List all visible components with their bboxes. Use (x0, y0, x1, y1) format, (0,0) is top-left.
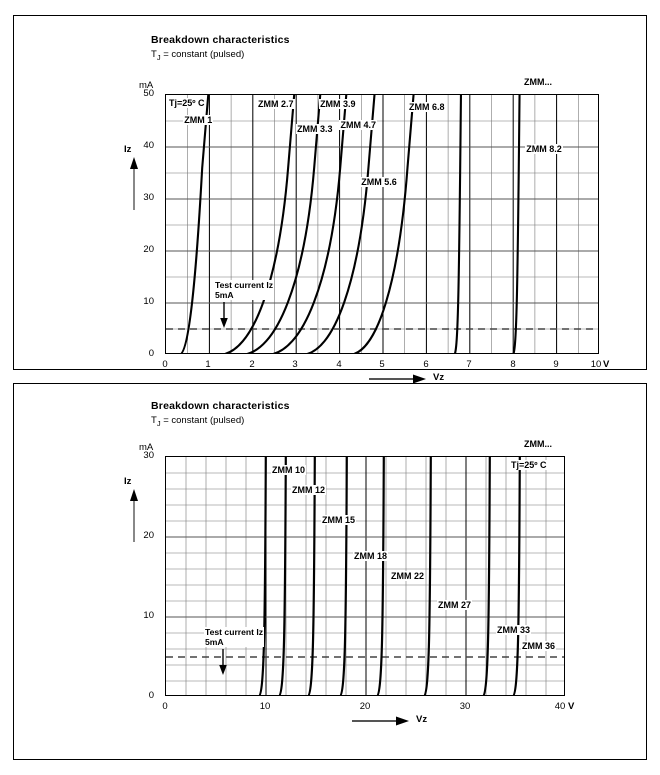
curve-label-zmm-33: ZMM 33 (496, 625, 532, 636)
chart-title-top: Breakdown characteristics (151, 34, 290, 46)
plot-area-top (165, 94, 599, 354)
subtitle-sub: J (156, 52, 161, 62)
curve-label-zmm-8-2: ZMM 8.2 (525, 143, 563, 154)
x-tick-top-7: 7 (466, 359, 472, 370)
chart-subtitle-bottom: TJ = constant (pulsed) (151, 415, 244, 428)
y-tick-top-50: 50 (143, 88, 154, 99)
y-unit-label-top: mA (139, 80, 154, 91)
y-tick-bottom-10: 10 (143, 610, 154, 621)
x-tick-bottom-30: 30 (459, 701, 471, 712)
temperature-label-top: Tj=25º C (168, 98, 206, 108)
y-tick-top-0: 0 (148, 348, 154, 359)
x-tick-top-10: 10 (590, 359, 602, 370)
temperature-label-bottom: Tj=25º C (510, 460, 548, 470)
x-tick-top-3: 3 (292, 359, 298, 370)
x-tick-top-9: 9 (553, 359, 559, 370)
x-unit-bottom: V (568, 701, 575, 712)
curve-label-zmm-1: ZMM 1 (183, 115, 214, 125)
x-tick-bottom-10: 10 (259, 701, 271, 712)
series-family-label-top: ZMM... (524, 77, 552, 87)
curve-label-zmm-6-8: ZMM 6.8 (408, 102, 446, 112)
plot-inner-top (166, 95, 598, 353)
curve-label-zmm-2-7: ZMM 2.7 (257, 99, 295, 110)
grid-and-curves-top (166, 95, 598, 353)
curve-label-zmm-27: ZMM 27 (437, 599, 473, 610)
curve-label-zmm-5-6: ZMM 5.6 (360, 177, 398, 188)
curve-label-zmm-3-3: ZMM 3.3 (296, 124, 334, 135)
x-axis-arrow-top (369, 374, 426, 384)
y-tick-top-40: 40 (143, 140, 154, 151)
curve-label-zmm-18: ZMM 18 (353, 551, 389, 561)
x-axis-name-top: Vz (433, 372, 445, 383)
chart-panel-bottom: Breakdown characteristics TJ = constant … (13, 383, 647, 760)
subtitle-sub: J (156, 418, 161, 428)
test-current-note-bottom: Test current Iz 5mA (204, 627, 265, 647)
curve-label-zmm-15: ZMM 15 (321, 515, 357, 525)
y-axis-name-bottom: Iz (124, 476, 132, 487)
x-tick-top-4: 4 (336, 359, 342, 370)
y-tick-top-20: 20 (143, 244, 154, 255)
x-tick-bottom-40: 40 (554, 701, 566, 712)
y-axis-arrow-top (130, 157, 138, 210)
chart-title-bottom: Breakdown characteristics (151, 400, 290, 412)
y-axis-arrow-bottom (130, 489, 138, 542)
x-tick-bottom-20: 20 (359, 701, 371, 712)
chart-subtitle-top: TJ = constant (pulsed) (151, 49, 244, 62)
plot-area-bottom (165, 456, 565, 696)
x-axis-name-bottom: Vz (416, 714, 428, 725)
test-current-note-line1: Test current Iz (205, 627, 264, 637)
chart-panel-top: Breakdown characteristics TJ = constant … (13, 15, 647, 384)
curve-label-zmm-22: ZMM 22 (390, 571, 426, 581)
x-tick-top-5: 5 (379, 359, 385, 370)
test-current-note-line2: 5mA (215, 290, 234, 300)
test-current-arrow-bottom (219, 649, 227, 675)
y-unit-label-bottom: mA (139, 442, 154, 453)
curve-label-zmm-36: ZMM 36 (521, 641, 557, 652)
y-tick-top-30: 30 (143, 192, 154, 203)
y-tick-top-10: 10 (143, 296, 154, 307)
y-axis-name-top: Iz (124, 144, 132, 155)
curve-label-zmm-4-7: ZMM 4.7 (339, 120, 377, 131)
y-tick-bottom-20: 20 (143, 530, 154, 541)
curve-label-zmm-12: ZMM 12 (291, 484, 327, 495)
series-family-label-bottom: ZMM... (524, 439, 552, 449)
x-tick-top-6: 6 (423, 359, 429, 370)
x-tick-top-1: 1 (205, 359, 211, 370)
x-tick-top-2: 2 (249, 359, 255, 370)
x-tick-top-8: 8 (510, 359, 516, 370)
test-current-note-line1: Test current Iz (215, 280, 274, 290)
x-unit-top: V (603, 359, 610, 370)
curve-label-zmm-3-9: ZMM 3.9 (319, 99, 357, 110)
subtitle-pre: T (151, 49, 157, 60)
x-tick-top-0: 0 (162, 359, 168, 370)
y-tick-bottom-0: 0 (148, 690, 154, 701)
test-current-note-top: Test current Iz 5mA (214, 280, 275, 300)
subtitle-post: = constant (pulsed) (160, 415, 245, 426)
x-tick-bottom-0: 0 (162, 701, 168, 712)
subtitle-pre: T (151, 415, 157, 426)
curve-label-zmm-10: ZMM 10 (271, 464, 307, 475)
x-axis-arrow-bottom (352, 716, 409, 726)
test-current-arrow-top (220, 302, 228, 328)
test-current-note-line2: 5mA (205, 637, 224, 647)
subtitle-post: = constant (pulsed) (160, 49, 245, 60)
y-tick-bottom-30: 30 (143, 450, 154, 461)
